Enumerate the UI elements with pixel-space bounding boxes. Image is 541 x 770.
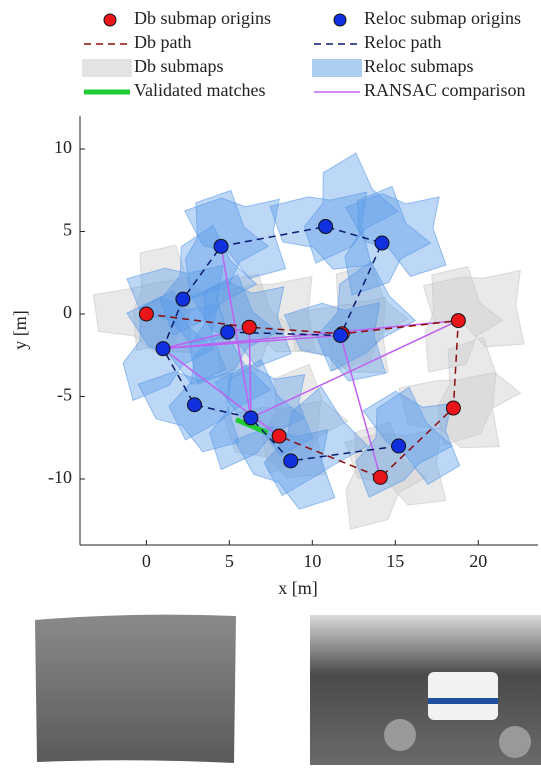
- origin-marker: [319, 220, 333, 234]
- legend-patch: [82, 59, 132, 77]
- origin-marker: [214, 239, 228, 253]
- legend-marker: [104, 14, 116, 26]
- rover-stripe: [428, 698, 498, 704]
- x-tick-label: 20: [469, 551, 487, 571]
- origin-marker: [176, 292, 190, 306]
- x-tick-label: 10: [303, 551, 321, 571]
- legend-label: Db submap origins: [134, 8, 271, 28]
- submap-patch: [438, 337, 521, 445]
- x-axis-label: x [m]: [278, 578, 318, 598]
- x-tick-label: 15: [386, 551, 404, 571]
- origin-marker: [375, 236, 389, 250]
- origin-marker: [446, 401, 460, 415]
- origin-marker: [373, 470, 387, 484]
- legend-patch: [312, 59, 362, 77]
- origin-marker: [221, 325, 235, 339]
- origin-marker: [284, 454, 298, 468]
- x-tick-label: 5: [225, 551, 234, 571]
- figure: x [m] y [m] 0 5 10 15 20 -10 -5 0 5 10 Db submap o…: [0, 0, 541, 765]
- origin-marker: [272, 429, 286, 443]
- submap-patches: [93, 153, 524, 529]
- origin-marker: [156, 342, 170, 356]
- rover-wheel: [499, 726, 531, 758]
- origin-marker: [242, 320, 256, 334]
- origin-marker: [139, 307, 153, 321]
- origin-marker: [244, 411, 258, 425]
- camera-image: [35, 615, 236, 763]
- y-tick-label: 5: [63, 220, 72, 240]
- rover-wheel: [384, 719, 416, 751]
- legend-label: Reloc submaps: [364, 56, 474, 76]
- y-tick-label: 10: [54, 137, 72, 157]
- legend-label: Db submaps: [134, 56, 224, 76]
- legend-marker: [334, 14, 346, 26]
- legend-label: Db path: [134, 32, 192, 52]
- origin-marker: [451, 314, 465, 328]
- legend-label: RANSAC comparison: [364, 80, 526, 100]
- origin-marker: [334, 328, 348, 342]
- y-axis-label: y [m]: [10, 310, 30, 350]
- y-tick-label: -10: [48, 467, 72, 487]
- legend-label: Validated matches: [134, 80, 265, 100]
- origin-marker: [392, 439, 406, 453]
- x-tick-label: 0: [142, 551, 151, 571]
- y-tick-label: 0: [63, 302, 72, 322]
- rover-body: [428, 672, 498, 720]
- origin-marker: [188, 398, 202, 412]
- y-tick-label: -5: [57, 385, 72, 405]
- legend-label: Reloc path: [364, 32, 441, 52]
- legend-label: Reloc submap origins: [364, 8, 521, 28]
